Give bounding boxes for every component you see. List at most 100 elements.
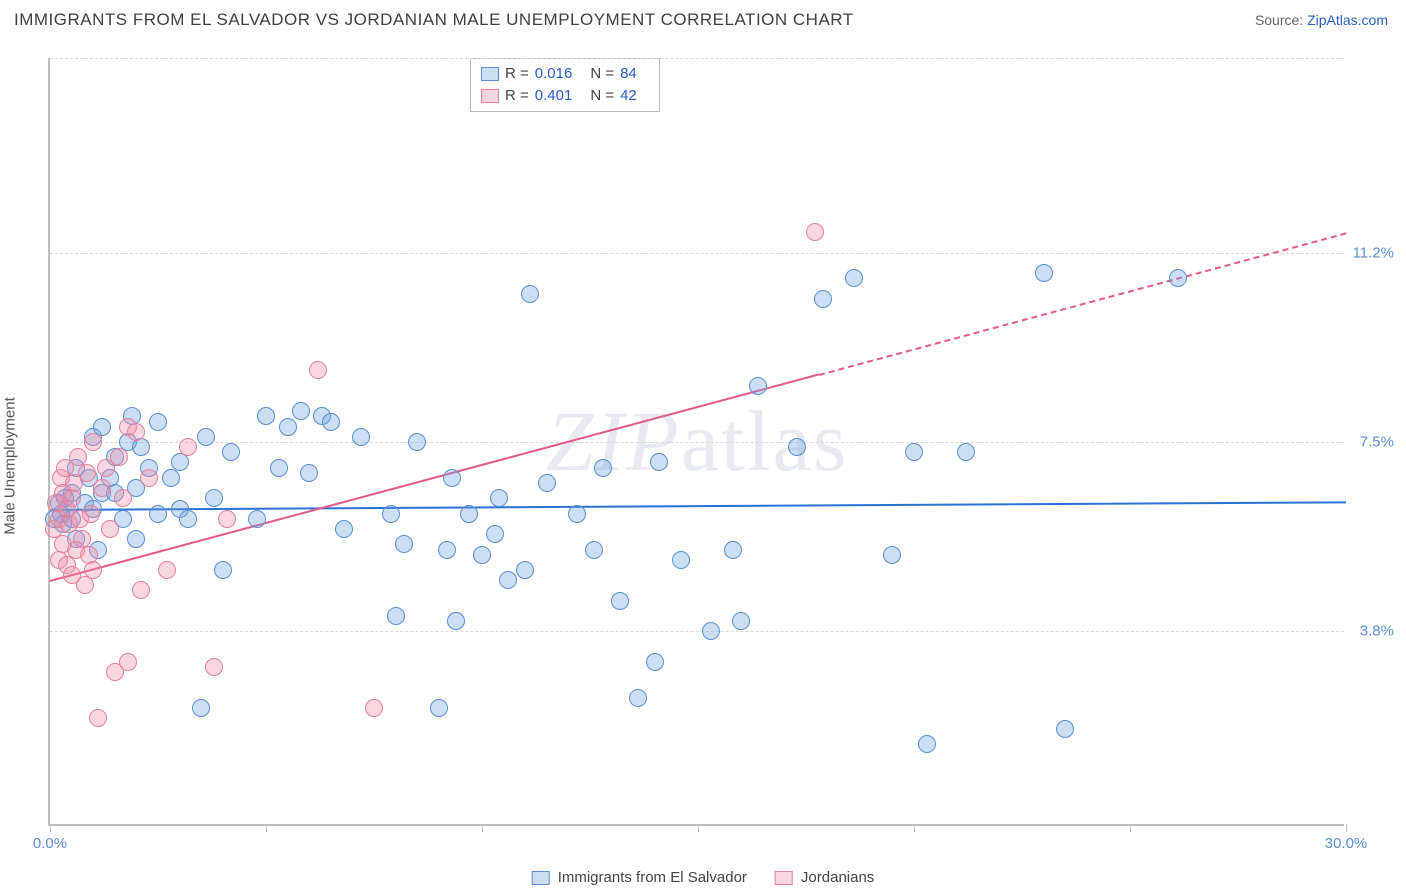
data-point-salvador [568, 505, 586, 523]
data-point-jordan [119, 653, 137, 671]
data-point-jordan [806, 223, 824, 241]
data-point-jordan [205, 658, 223, 676]
data-point-salvador [171, 453, 189, 471]
source-link[interactable]: ZipAtlas.com [1307, 12, 1388, 28]
x-tick [1130, 824, 1131, 832]
data-point-salvador [585, 541, 603, 559]
data-point-salvador [1056, 720, 1074, 738]
data-point-salvador [335, 520, 353, 538]
data-point-salvador [443, 469, 461, 487]
n-label: N = [590, 63, 614, 85]
r-label: R = [505, 85, 529, 107]
gridline [50, 253, 1344, 254]
data-point-salvador [300, 464, 318, 482]
series-legend: Immigrants from El SalvadorJordanians [532, 869, 875, 886]
data-point-salvador [521, 285, 539, 303]
data-point-salvador [149, 413, 167, 431]
data-point-salvador [132, 438, 150, 456]
data-point-jordan [76, 576, 94, 594]
gridline [50, 631, 1344, 632]
data-point-salvador [1035, 264, 1053, 282]
data-point-salvador [749, 377, 767, 395]
data-point-jordan [82, 505, 100, 523]
x-tick [266, 824, 267, 832]
legend-label: Immigrants from El Salvador [558, 869, 747, 886]
data-point-salvador [788, 438, 806, 456]
data-point-salvador [611, 592, 629, 610]
data-point-salvador [1169, 269, 1187, 287]
scatter-plot: ZIPatlas R = 0.016N = 84R = 0.401N = 42 … [48, 58, 1344, 826]
data-point-salvador [382, 505, 400, 523]
data-point-salvador [222, 443, 240, 461]
data-point-salvador [248, 510, 266, 528]
data-point-jordan [132, 581, 150, 599]
gridline [50, 58, 1344, 59]
data-point-salvador [149, 505, 167, 523]
data-point-salvador [447, 612, 465, 630]
data-point-salvador [408, 433, 426, 451]
data-point-salvador [516, 561, 534, 579]
data-point-salvador [814, 290, 832, 308]
data-point-salvador [430, 699, 448, 717]
data-point-salvador [257, 407, 275, 425]
y-tick-label: 7.5% [1360, 434, 1394, 451]
data-point-salvador [724, 541, 742, 559]
x-tick [914, 824, 915, 832]
stats-row-salvador: R = 0.016N = 84 [481, 63, 649, 85]
data-point-jordan [110, 448, 128, 466]
data-point-salvador [214, 561, 232, 579]
data-point-salvador [270, 459, 288, 477]
swatch-jordan [481, 89, 499, 103]
x-tick-label: 0.0% [33, 835, 67, 852]
data-point-salvador [486, 525, 504, 543]
data-point-salvador [672, 551, 690, 569]
data-point-jordan [127, 423, 145, 441]
x-tick [50, 824, 51, 832]
data-point-jordan [93, 479, 111, 497]
n-value: 42 [620, 85, 637, 107]
data-point-jordan [309, 361, 327, 379]
data-point-salvador [352, 428, 370, 446]
data-point-jordan [101, 520, 119, 538]
data-point-salvador [594, 459, 612, 477]
x-tick [482, 824, 483, 832]
data-point-salvador [438, 541, 456, 559]
data-point-salvador [490, 489, 508, 507]
data-point-salvador [845, 269, 863, 287]
data-point-salvador [538, 474, 556, 492]
data-point-salvador [473, 546, 491, 564]
y-tick-label: 11.2% [1353, 244, 1394, 261]
data-point-salvador [179, 510, 197, 528]
data-point-salvador [629, 689, 647, 707]
r-value: 0.401 [535, 85, 573, 107]
legend-item-salvador: Immigrants from El Salvador [532, 869, 747, 886]
x-tick [1346, 824, 1347, 832]
data-point-jordan [140, 469, 158, 487]
data-point-salvador [292, 402, 310, 420]
data-point-salvador [918, 735, 936, 753]
data-point-salvador [279, 418, 297, 436]
r-value: 0.016 [535, 63, 573, 85]
swatch-salvador [532, 871, 550, 885]
data-point-jordan [365, 699, 383, 717]
x-tick-label: 30.0% [1325, 835, 1368, 852]
chart-area: Male Unemployment ZIPatlas R = 0.016N = … [0, 40, 1406, 892]
data-point-salvador [395, 535, 413, 553]
data-point-salvador [883, 546, 901, 564]
data-point-salvador [205, 489, 223, 507]
data-point-salvador [957, 443, 975, 461]
data-point-salvador [702, 622, 720, 640]
data-point-salvador [162, 469, 180, 487]
chart-header: IMMIGRANTS FROM EL SALVADOR VS JORDANIAN… [0, 0, 1406, 38]
data-point-salvador [192, 699, 210, 717]
data-point-salvador [732, 612, 750, 630]
data-point-salvador [460, 505, 478, 523]
data-point-salvador [646, 653, 664, 671]
n-label: N = [590, 85, 614, 107]
data-point-salvador [127, 530, 145, 548]
r-label: R = [505, 63, 529, 85]
data-point-salvador [322, 413, 340, 431]
data-point-jordan [63, 489, 81, 507]
stats-legend: R = 0.016N = 84R = 0.401N = 42 [470, 58, 660, 112]
data-point-jordan [84, 433, 102, 451]
